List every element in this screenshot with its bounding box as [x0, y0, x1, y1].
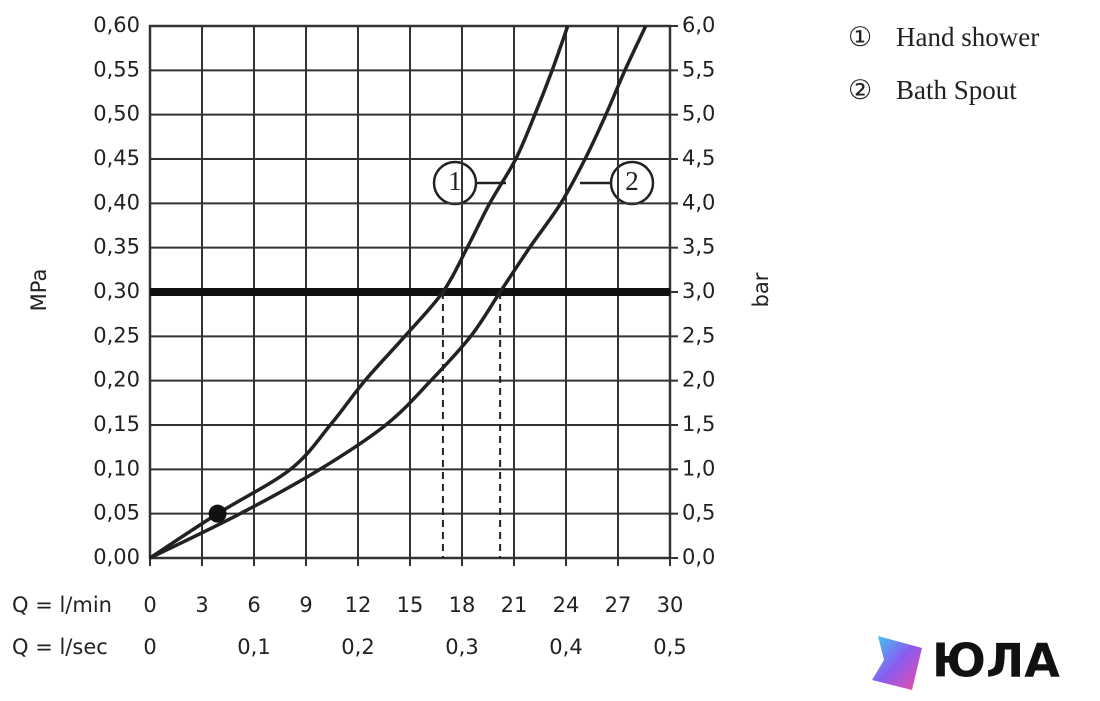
- callout-2: [580, 160, 655, 206]
- y-tick-label: 0,45: [93, 146, 140, 170]
- series-line: [149, 25, 570, 560]
- y2-tick-label: 4,5: [682, 146, 715, 170]
- x-tick-label: 3: [195, 593, 208, 617]
- y2-tick-label: 5,0: [682, 102, 715, 126]
- y2-tick-label: 2,0: [682, 368, 715, 392]
- y-tick-label: 0,05: [93, 501, 140, 525]
- x2-tick-label: 0: [143, 635, 156, 659]
- x-tick-label: 27: [605, 593, 632, 617]
- y2-tick-label: 4,0: [682, 190, 715, 214]
- y-tick-label: 0,60: [93, 13, 140, 37]
- x-tick-label: 15: [397, 593, 424, 617]
- y-tick-label: 0,20: [93, 368, 140, 392]
- x2-tick-label: 0,3: [445, 635, 478, 659]
- legend-label: Bath Spout: [896, 75, 1017, 105]
- y-tick-label: 0,40: [93, 190, 140, 214]
- y2-tick-label: 0,0: [682, 545, 715, 569]
- y-tick-label: 0,00: [93, 545, 140, 569]
- y-axis-label: MPa: [27, 269, 51, 312]
- legend-symbol: ②: [848, 75, 872, 105]
- x2-axis-label: Q = l/sec: [12, 635, 108, 659]
- x-tick-label: 6: [247, 593, 260, 617]
- y2-tick-label: 3,0: [682, 279, 715, 303]
- x-tick-label: 30: [657, 593, 684, 617]
- x-tick-label: 9: [299, 593, 312, 617]
- y2-tick-label: 6,0: [682, 13, 715, 37]
- curve-label: 1: [448, 166, 462, 196]
- y2-axis-label: bar: [749, 272, 773, 307]
- y-tick-label: 0,15: [93, 412, 140, 436]
- x-tick-label: 18: [449, 593, 476, 617]
- y-tick-label: 0,10: [93, 456, 140, 480]
- y2-tick-label: 5,5: [682, 57, 715, 81]
- y-tick-label: 0,35: [93, 235, 140, 259]
- x2-tick-label: 0,1: [237, 635, 270, 659]
- y2-tick-label: 3,5: [682, 235, 715, 259]
- y2-tick-label: 1,5: [682, 412, 715, 436]
- operating-point: [208, 504, 227, 523]
- x2-tick-label: 0,5: [653, 635, 686, 659]
- logo-icon: [872, 636, 922, 690]
- x2-tick-label: 0,4: [549, 635, 582, 659]
- legend-symbol: ①: [848, 22, 872, 52]
- y2-tick-label: 0,5: [682, 501, 715, 525]
- y-tick-label: 0,50: [93, 102, 140, 126]
- x-tick-label: 24: [553, 593, 580, 617]
- y-tick-label: 0,30: [93, 279, 140, 303]
- x-tick-label: 12: [345, 593, 372, 617]
- legend-label: Hand shower: [896, 22, 1039, 52]
- y-tick-label: 0,55: [93, 57, 140, 81]
- x-tick-label: 0: [143, 593, 156, 617]
- curve-label: 2: [625, 166, 639, 196]
- x-axis-label: Q = l/min: [12, 593, 112, 617]
- x-tick-label: 21: [501, 593, 528, 617]
- y2-tick-label: 2,5: [682, 323, 715, 347]
- y-tick-label: 0,25: [93, 323, 140, 347]
- x2-tick-label: 0,2: [341, 635, 374, 659]
- series-line: [149, 25, 648, 560]
- y2-tick-label: 1,0: [682, 456, 715, 480]
- callout-1: [432, 160, 506, 206]
- watermark: ЮЛА: [932, 634, 1060, 688]
